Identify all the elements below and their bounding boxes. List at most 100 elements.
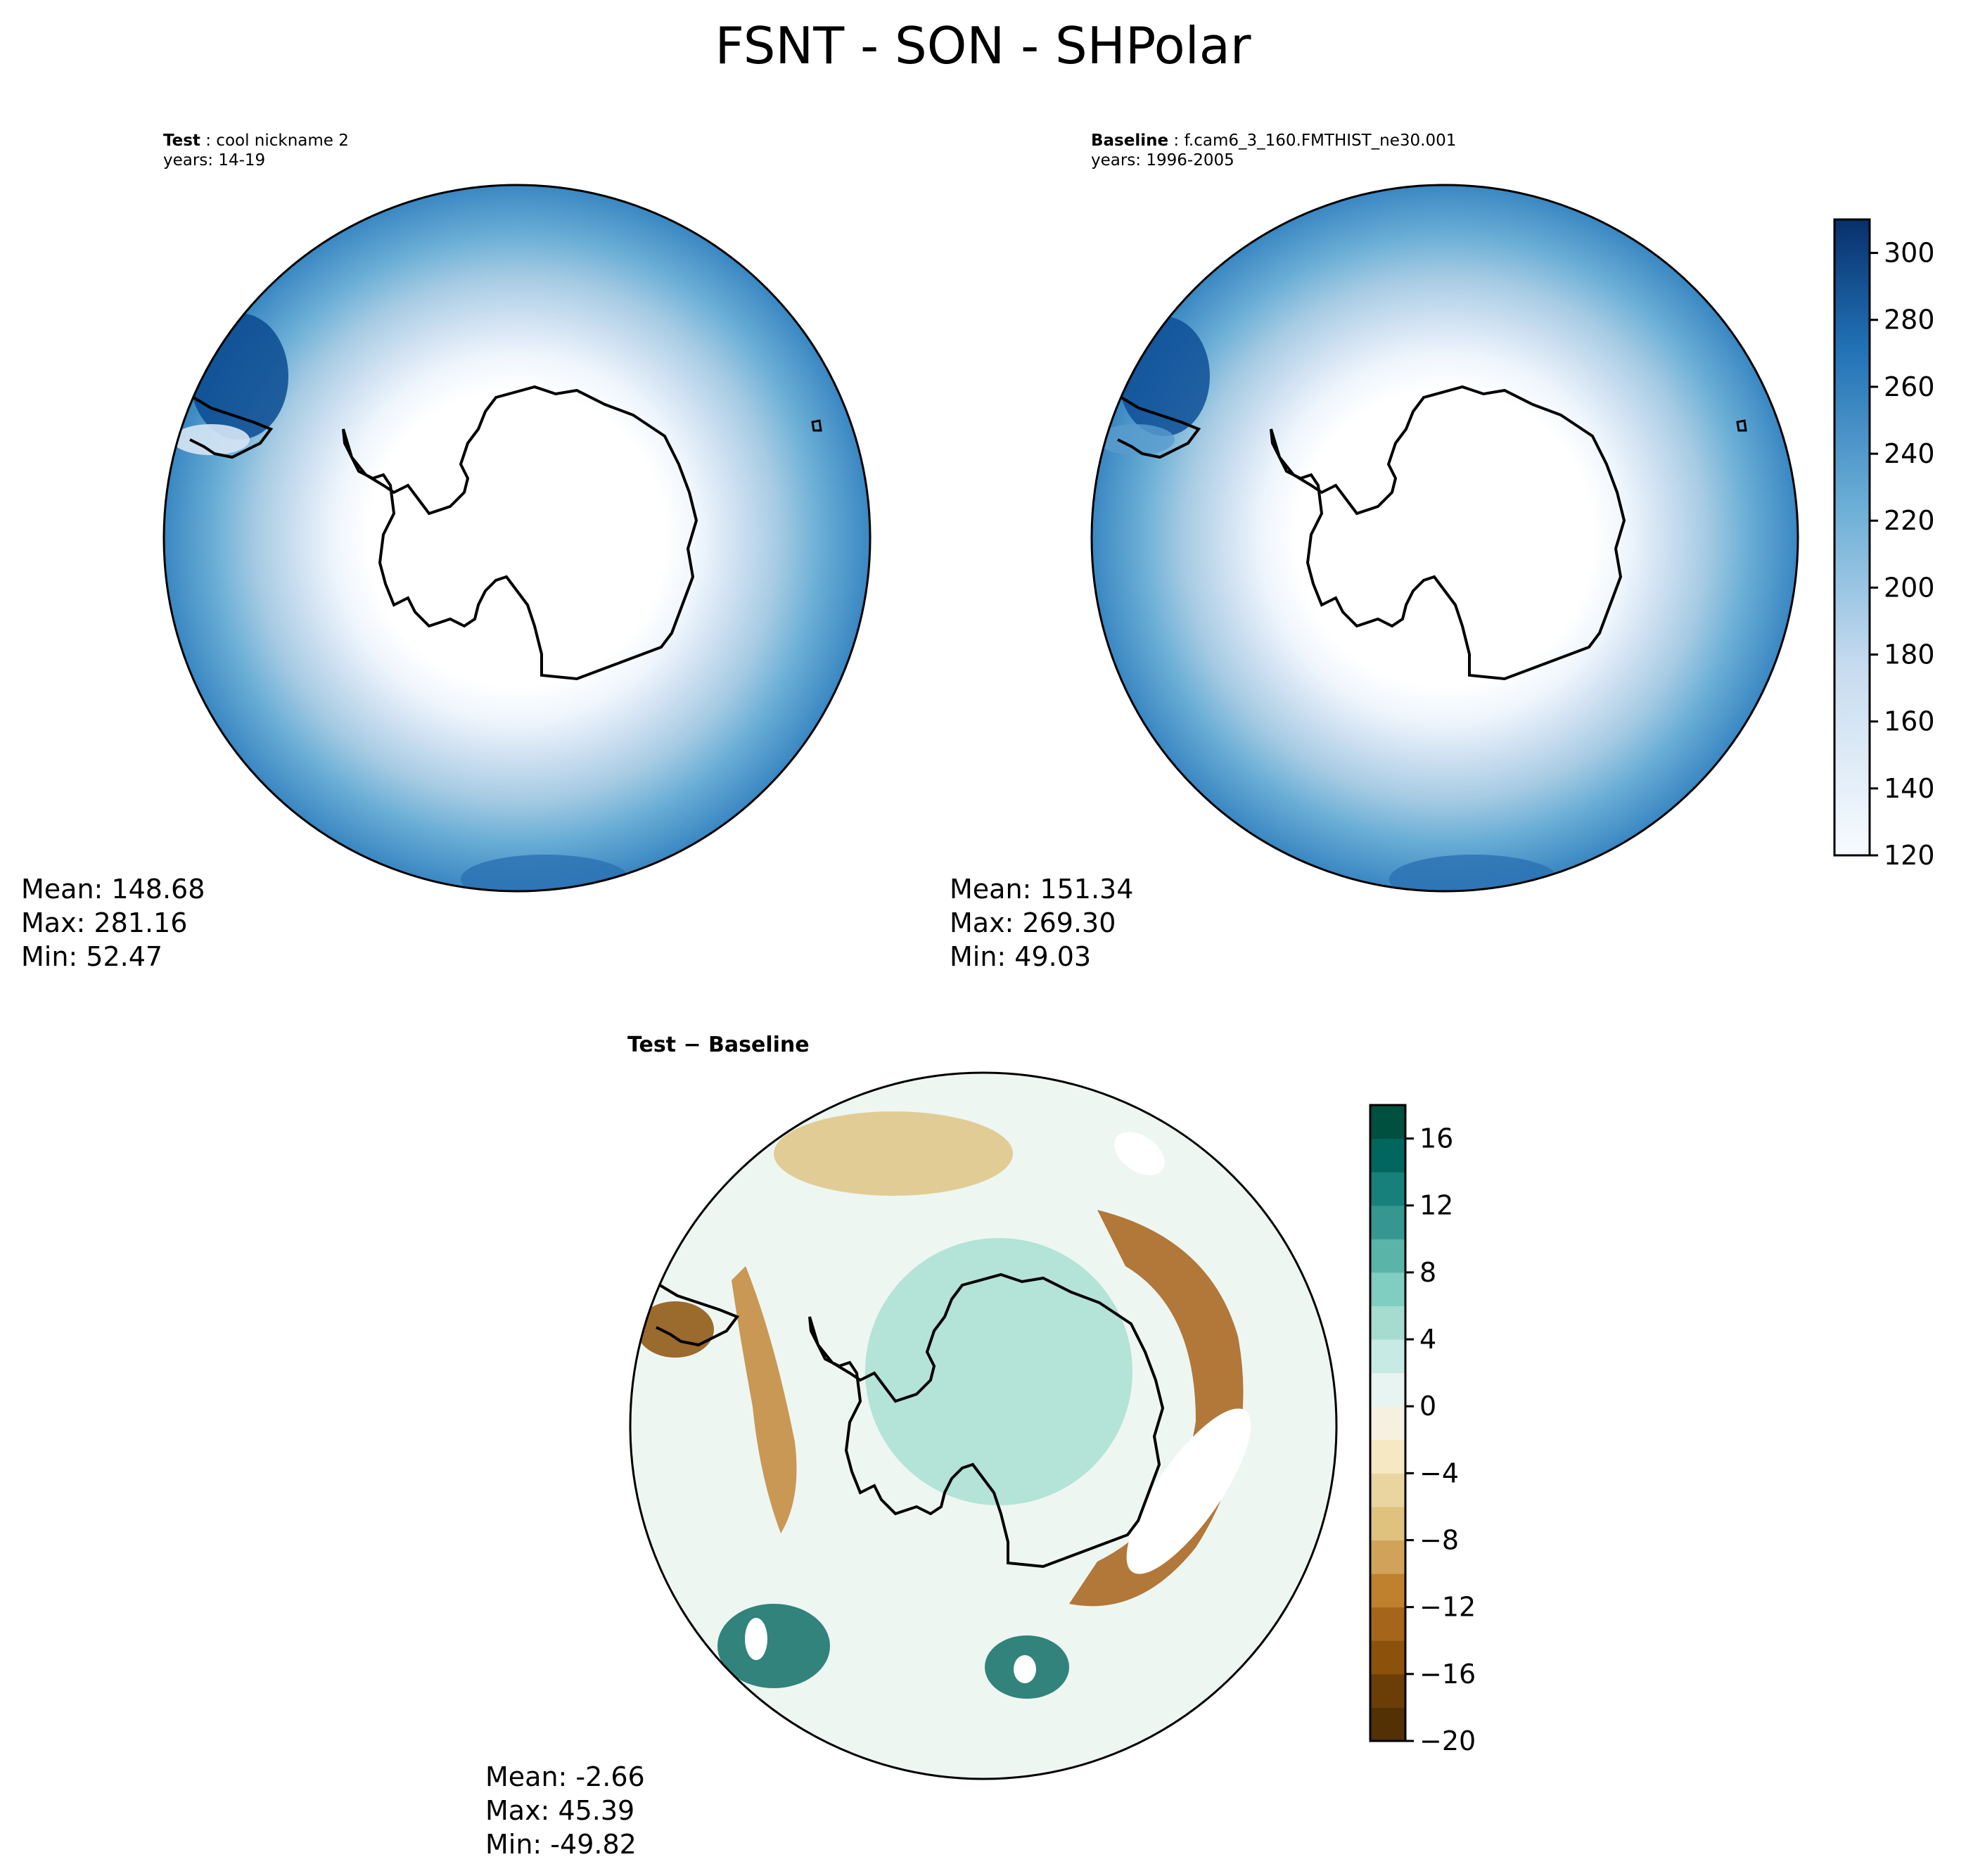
blues-colorbar-tick-label: 260 (1884, 371, 1935, 402)
brbg-colorbar-tick-label: −4 (1419, 1457, 1459, 1488)
difference-antarctica-coastline (808, 1272, 1165, 1569)
figure-title: FSNT - SON - SHPolar (715, 16, 1251, 75)
baseline-max: Max: 269.30 (950, 907, 1116, 938)
brbg-colorbar: −20 −16 −12 −8 −4 0 4 8 12 16 (1369, 1104, 1476, 1756)
brbg-colorbar-frame (1369, 1104, 1407, 1742)
test-mean: Mean: 148.68 (21, 874, 205, 905)
brbg-colorbar-segment (1370, 1574, 1405, 1608)
brbg-colorbar-tick-label: 4 (1419, 1324, 1436, 1355)
test-light-patch (172, 424, 250, 455)
test-south-america-coastline (189, 396, 274, 459)
brbg-colorbar-segment (1370, 1205, 1405, 1239)
difference-stats: Mean: -2.66 Max: 45.39 Min: -49.82 (485, 1760, 645, 1861)
blues-colorbar-bar (1833, 218, 1871, 857)
baseline-antarctica-coastline (1270, 385, 1626, 681)
difference-negative-band-west (732, 1266, 797, 1533)
brbg-colorbar-segment (1370, 1306, 1405, 1340)
brbg-colorbar-segment (1370, 1640, 1405, 1675)
test-stats: Mean: 148.68 Max: 281.16 Min: 52.47 (21, 872, 205, 974)
brbg-colorbar-segment (1370, 1506, 1405, 1541)
difference-out-of-range-high-s (1014, 1655, 1036, 1683)
blues-colorbar-ticks: 120 140 160 180 200 220 240 260 280 300 (1870, 238, 1935, 871)
test-panel-title: Test : cool nickname 2 years: 14-19 (163, 132, 349, 170)
baseline-high-value-region-south (1389, 855, 1558, 891)
blues-colorbar-tick-label: 220 (1884, 505, 1935, 536)
blues-colorbar-tick-label: 300 (1884, 238, 1935, 269)
test-min: Min: 52.47 (21, 941, 163, 972)
difference-negative-patch-north (774, 1111, 1013, 1196)
test-antarctica-coastline (342, 385, 698, 681)
baseline-field (1092, 185, 1798, 891)
baseline-high-value-region (1118, 317, 1210, 436)
brbg-colorbar-segment (1370, 1172, 1405, 1206)
brbg-colorbar-tick-label: 16 (1419, 1123, 1453, 1154)
brbg-colorbar-segment (1370, 1406, 1405, 1441)
baseline-min: Min: 49.03 (950, 941, 1092, 972)
test-high-value-region (190, 313, 288, 440)
blues-colorbar-tick-label: 120 (1884, 840, 1935, 871)
brbg-colorbar-segment (1370, 1707, 1405, 1742)
brbg-colorbar-segment (1370, 1372, 1405, 1407)
difference-south-america-coastline (656, 1284, 740, 1347)
baseline-map (1090, 184, 1799, 893)
brbg-colorbar-segment (1370, 1138, 1405, 1173)
brbg-colorbar-tick-label: −12 (1419, 1592, 1476, 1623)
baseline-map-boundary (1090, 184, 1799, 893)
blues-colorbar-tick-label: 140 (1884, 773, 1935, 804)
baseline-panel-title: Baseline : f.cam6_3_160.FMTHIST_ne30.001… (1091, 132, 1457, 170)
test-label: Test (163, 132, 200, 150)
difference-out-of-range-high-sw (745, 1618, 767, 1660)
test-map-boundary (162, 184, 872, 893)
blues-colorbar-tick-label: 240 (1884, 438, 1935, 469)
brbg-colorbar-segments (1370, 1105, 1405, 1742)
brbg-colorbar-segment (1370, 1607, 1405, 1641)
test-field (164, 185, 870, 891)
baseline-label: Baseline (1091, 132, 1169, 150)
brbg-colorbar-segment (1370, 1105, 1405, 1140)
brbg-colorbar-tick-label: −20 (1419, 1725, 1476, 1756)
brbg-colorbar-segment (1370, 1439, 1405, 1474)
test-max: Max: 281.16 (21, 907, 188, 938)
difference-panel-title: Test − Baseline (627, 1033, 810, 1057)
difference-mean: Mean: -2.66 (485, 1761, 645, 1792)
baseline-years: years: 1996-2005 (1091, 151, 1234, 170)
blues-colorbar: 120 140 160 180 200 220 240 260 280 300 (1833, 218, 1935, 871)
baseline-mean: Mean: 151.34 (950, 874, 1134, 905)
baseline-island-outline (1736, 419, 1747, 432)
brbg-colorbar-ticks: −20 −16 −12 −8 −4 0 4 8 12 16 (1405, 1123, 1476, 1756)
brbg-colorbar-tick-label: −8 (1419, 1525, 1459, 1556)
difference-max: Max: 45.39 (485, 1795, 635, 1826)
difference-out-of-range-low-east (1126, 1408, 1251, 1574)
difference-out-of-range-low-north (1114, 1132, 1165, 1175)
brbg-colorbar-tick-label: 12 (1419, 1190, 1453, 1221)
brbg-colorbar-tick-label: 0 (1419, 1391, 1436, 1422)
brbg-colorbar-segment (1370, 1473, 1405, 1507)
difference-map (629, 1071, 1338, 1780)
blues-colorbar-tick-label: 280 (1884, 305, 1935, 336)
brbg-colorbar-segment (1370, 1239, 1405, 1273)
brbg-colorbar-segment (1370, 1540, 1405, 1574)
blues-colorbar-tick-label: 180 (1884, 639, 1935, 670)
baseline-case-name: f.cam6_3_160.FMTHIST_ne30.001 (1184, 132, 1457, 150)
difference-min: Min: -49.82 (485, 1829, 637, 1860)
difference-positive-core (865, 1238, 1132, 1505)
blues-colorbar-tick-label: 200 (1884, 572, 1935, 603)
difference-positive-patch-sw (717, 1604, 830, 1688)
baseline-south-america-coastline (1117, 396, 1201, 459)
test-years: years: 14-19 (163, 151, 266, 170)
test-map (162, 184, 872, 893)
baseline-patch (1097, 424, 1175, 455)
brbg-colorbar-tick-label: 8 (1419, 1257, 1436, 1288)
brbg-colorbar-segment (1370, 1673, 1405, 1708)
test-case-name: cool nickname 2 (216, 132, 349, 150)
baseline-stats: Mean: 151.34 Max: 269.30 Min: 49.03 (950, 872, 1133, 974)
test-island-outline (811, 419, 822, 432)
test-high-value-region-south (461, 855, 630, 891)
brbg-colorbar-segment (1370, 1339, 1405, 1374)
brbg-colorbar-segment (1370, 1272, 1405, 1306)
difference-negative-patch-nw (637, 1301, 714, 1358)
difference-map-boundary (629, 1071, 1338, 1780)
blues-colorbar-tick-label: 160 (1884, 706, 1935, 737)
brbg-colorbar-tick-label: −16 (1419, 1659, 1476, 1690)
